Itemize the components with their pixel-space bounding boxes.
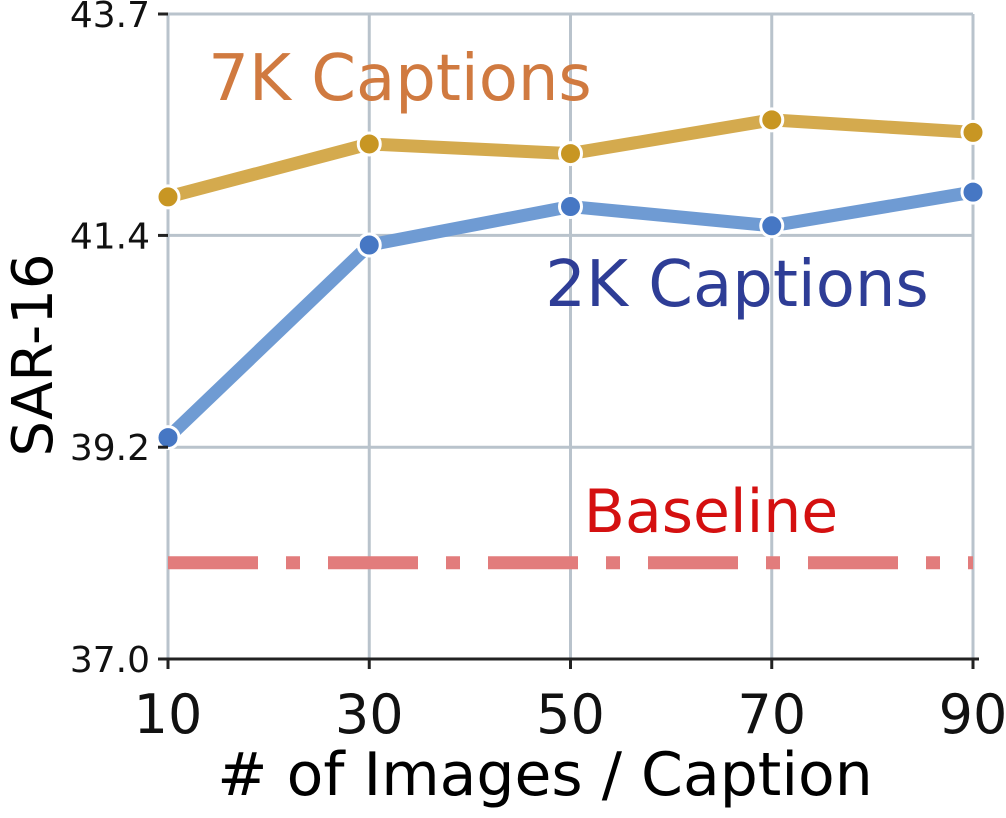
y-axis-title: SAR-16: [1, 254, 66, 457]
data-point: [356, 131, 382, 157]
axes: 10 30 50 70 90 37.0 39.2 41.4 43.7: [70, 0, 1006, 746]
series-label-1: 2K Captions: [545, 248, 929, 322]
data-point: [960, 179, 986, 205]
data-point: [759, 213, 785, 239]
data-point: [558, 194, 583, 220]
baseline-label: Baseline: [584, 477, 838, 547]
x-tick-label: 10: [134, 683, 203, 746]
data-point: [155, 184, 181, 210]
data-point: [558, 141, 583, 167]
y-tick-label: 39.2: [70, 428, 150, 469]
data-point: [356, 232, 382, 258]
x-tick-label: 30: [335, 683, 404, 746]
y-tick-label: 41.4: [70, 216, 150, 257]
series-labels: Baseline 7K Captions 2K Captions: [208, 42, 929, 547]
y-tick-label: 37.0: [70, 640, 150, 681]
data-point: [759, 107, 785, 133]
series-label-0: 7K Captions: [208, 42, 592, 116]
y-tick-label: 43.7: [70, 0, 150, 36]
data-point: [960, 119, 986, 145]
x-tick-label: 50: [536, 683, 605, 746]
x-tick-label: 90: [939, 683, 1006, 746]
series-markers: [155, 107, 986, 451]
x-tick-label: 70: [737, 683, 806, 746]
data-point: [155, 425, 181, 451]
x-axis-title: # of Images / Caption: [217, 740, 872, 810]
